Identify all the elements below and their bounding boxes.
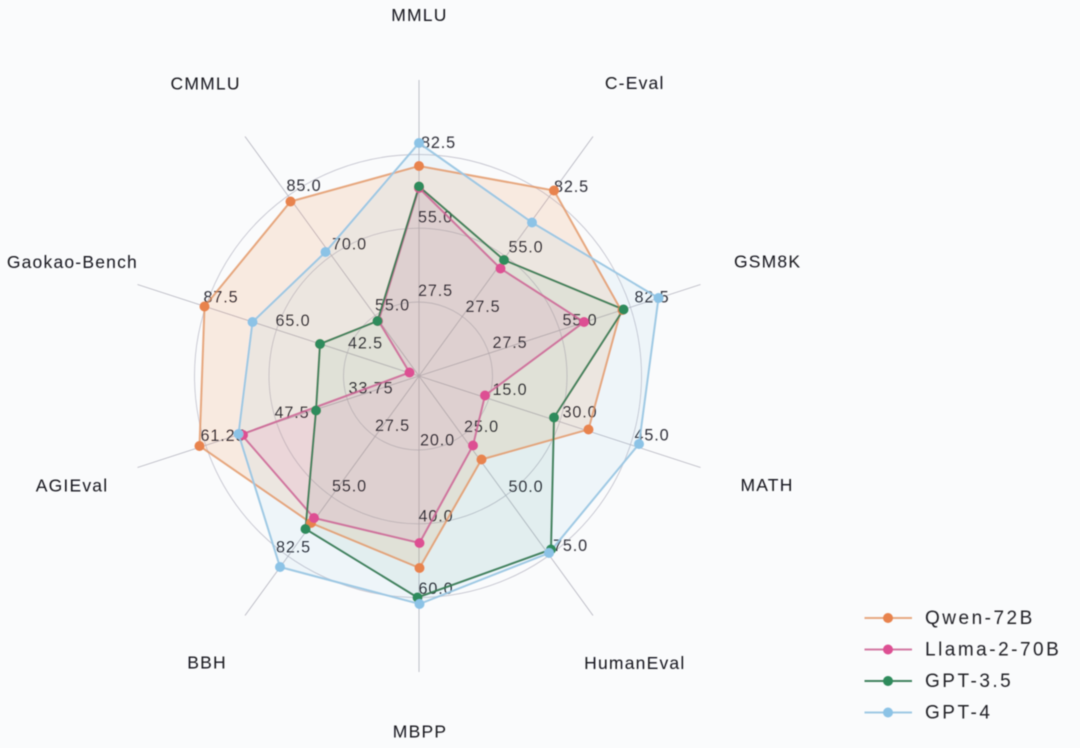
svg-text:GSM8K: GSM8K [734,252,801,272]
svg-text:Llama-2-70B: Llama-2-70B [925,640,1061,661]
svg-text:27.5: 27.5 [465,298,500,316]
svg-text:MMLU: MMLU [391,5,447,25]
svg-text:30.0: 30.0 [562,404,597,422]
svg-text:82.5: 82.5 [554,178,589,196]
svg-text:15.0: 15.0 [492,381,527,399]
svg-text:AGIEval: AGIEval [36,476,109,496]
svg-text:82.5: 82.5 [421,134,456,152]
svg-text:MATH: MATH [740,475,793,495]
svg-text:27.5: 27.5 [418,282,453,300]
svg-text:27.5: 27.5 [492,334,527,352]
svg-text:85.0: 85.0 [286,177,321,195]
svg-text:MBPP: MBPP [393,722,447,742]
svg-text:75.0: 75.0 [553,537,588,555]
svg-text:45.0: 45.0 [634,427,669,445]
svg-text:50.0: 50.0 [508,478,543,496]
svg-text:65.0: 65.0 [275,312,310,330]
svg-text:61.25: 61.25 [200,427,245,445]
svg-text:20.0: 20.0 [420,432,455,450]
svg-text:25.0: 25.0 [464,418,499,436]
svg-text:CMMLU: CMMLU [171,73,241,93]
svg-text:33.75: 33.75 [348,380,393,398]
svg-text:HumanEval: HumanEval [584,653,685,673]
svg-text:BBH: BBH [187,653,227,673]
svg-text:GPT-3.5: GPT-3.5 [925,671,1013,692]
svg-text:82.5: 82.5 [276,539,311,557]
svg-text:Qwen-72B: Qwen-72B [925,608,1035,629]
svg-text:Gaokao-Bench: Gaokao-Bench [7,252,138,272]
svg-text:27.5: 27.5 [375,417,410,435]
svg-text:40.0: 40.0 [418,508,453,526]
svg-text:82.5: 82.5 [634,289,669,307]
svg-text:C-Eval: C-Eval [605,73,665,93]
svg-text:55.0: 55.0 [332,478,367,496]
svg-text:47.5: 47.5 [274,404,309,422]
svg-text:GPT-4: GPT-4 [925,703,992,724]
svg-text:42.5: 42.5 [348,335,383,353]
svg-text:70.0: 70.0 [332,236,367,254]
svg-text:87.5: 87.5 [203,289,238,307]
svg-text:55.0: 55.0 [508,239,543,257]
